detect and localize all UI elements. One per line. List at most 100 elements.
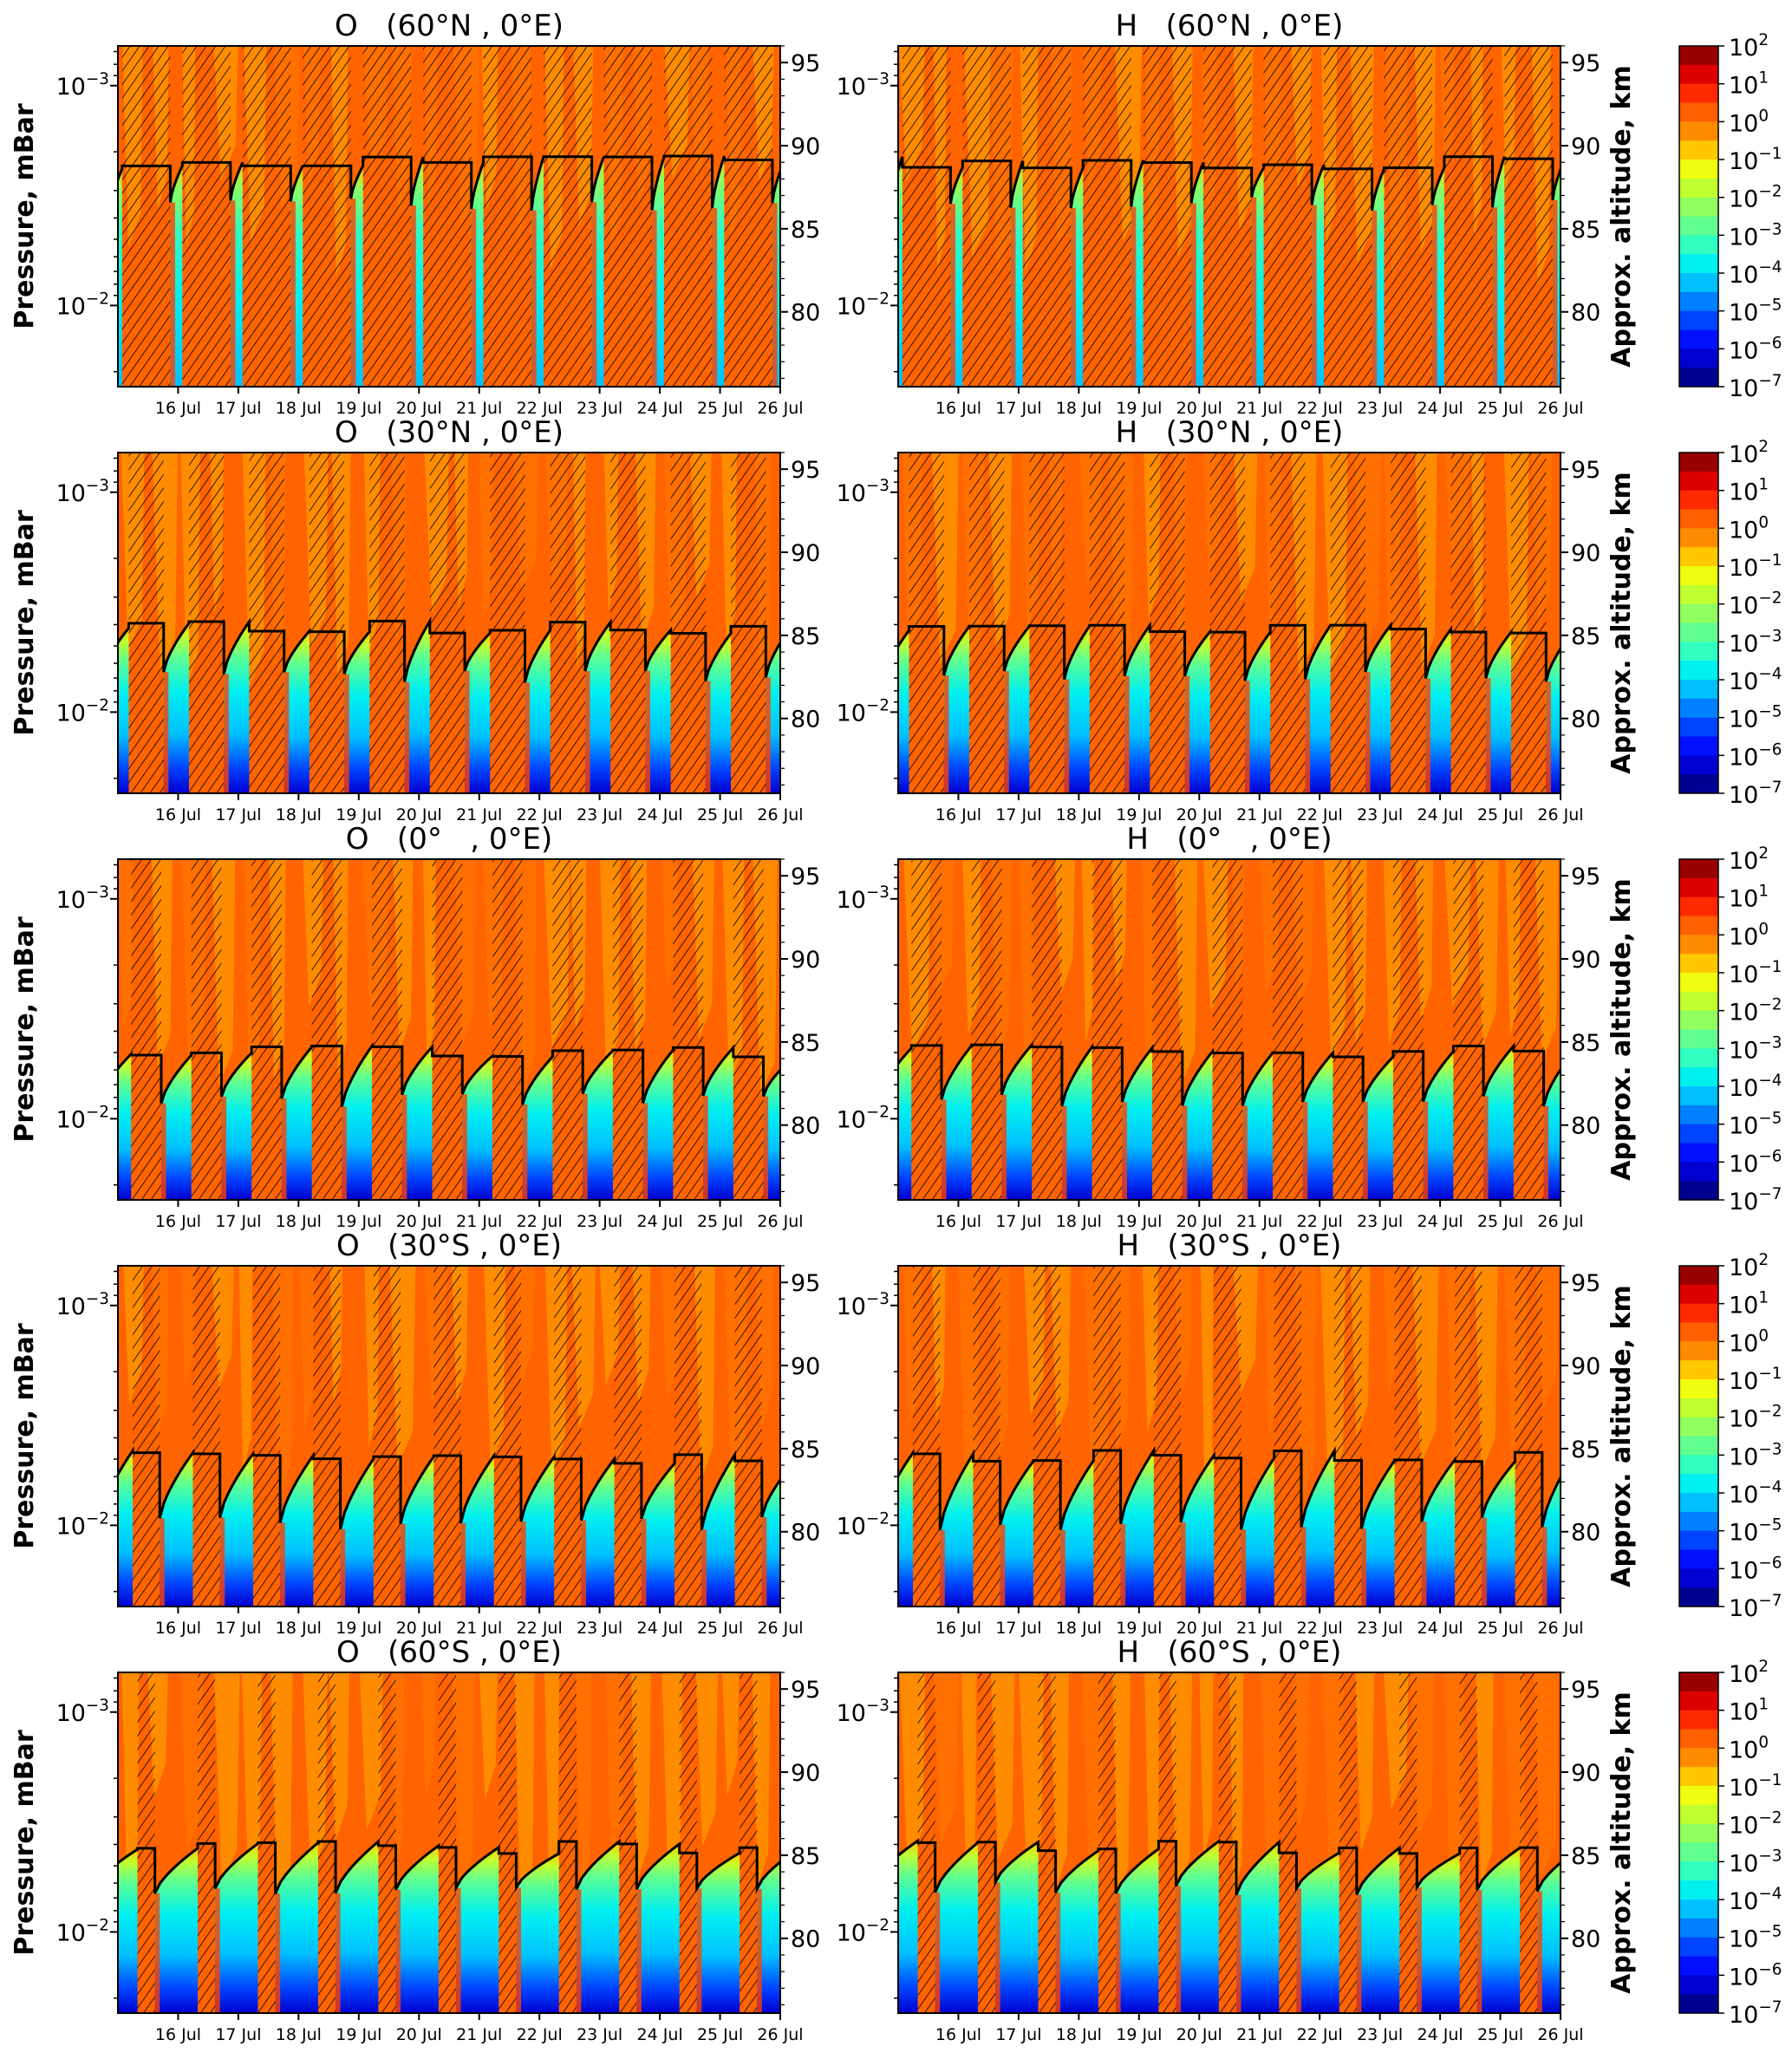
night-low-region bbox=[1423, 1051, 1454, 1200]
transition-region bbox=[154, 1893, 160, 2013]
axes-frame bbox=[117, 452, 781, 794]
transition-region bbox=[576, 1889, 582, 2013]
transition-region bbox=[401, 1523, 406, 1607]
y-tick-label: 10−2 bbox=[56, 290, 109, 320]
night-low-region bbox=[401, 1457, 434, 1607]
x-tick-label: 17 Jul bbox=[215, 399, 261, 418]
colorbar-level bbox=[1679, 1398, 1718, 1418]
hatched-region bbox=[493, 1266, 521, 1607]
transition-region bbox=[1000, 1524, 1006, 1607]
hatched-region bbox=[251, 859, 282, 1200]
transition-region bbox=[880, 1522, 885, 1607]
transition-region bbox=[950, 203, 955, 387]
colorbar-level bbox=[1679, 453, 1718, 473]
transition-region bbox=[705, 681, 711, 793]
night-low-region bbox=[1235, 1841, 1280, 2013]
hatched-region bbox=[1091, 859, 1123, 1200]
x-tick-label: 19 Jul bbox=[336, 1212, 381, 1231]
contour-region bbox=[359, 1672, 383, 1830]
night-low-region bbox=[283, 631, 310, 793]
x-tick-label: 18 Jul bbox=[276, 399, 322, 418]
transition-region bbox=[1361, 1528, 1367, 1607]
transition-region bbox=[772, 203, 778, 387]
panel-h-1: H (30°N , 0°E) 10−3 10−2 80 85 90 95 16 Jul 17 J… bbox=[837, 415, 1601, 824]
transition-region bbox=[395, 1889, 401, 2013]
y-tick-label: 10−3 bbox=[56, 70, 109, 101]
colorbar-tick-label: 100 bbox=[1729, 1733, 1769, 1763]
transition-region bbox=[103, 673, 108, 793]
hatched-region bbox=[1455, 1266, 1482, 1607]
night-low-region bbox=[118, 628, 129, 793]
transition-region bbox=[531, 210, 537, 387]
alt-tick-label: 95 bbox=[791, 864, 820, 890]
colorbar-level bbox=[1679, 1341, 1718, 1361]
contour-line bbox=[898, 1838, 1561, 1896]
contour-region bbox=[1144, 1672, 1160, 1883]
colorbar-level bbox=[1679, 509, 1718, 529]
night-low-region bbox=[455, 1847, 499, 2013]
colorbar-tick-label: 100 bbox=[1729, 107, 1769, 137]
x-tick-label: 25 Jul bbox=[1477, 399, 1523, 418]
colorbar-level bbox=[1679, 1124, 1718, 1144]
colorbar-level bbox=[1679, 1823, 1718, 1843]
alt-tick-label: 90 bbox=[791, 1353, 820, 1380]
colorbar-tick-label: 102 bbox=[1729, 1658, 1769, 1688]
x-tick-label: 26 Jul bbox=[1537, 1619, 1583, 1638]
colorbar-tick-label: 10−2 bbox=[1729, 1403, 1782, 1433]
contour-line bbox=[118, 1041, 780, 1107]
hatched-region bbox=[432, 859, 463, 1200]
transition-region bbox=[290, 201, 296, 387]
colorbar-level bbox=[1679, 774, 1718, 794]
hatched-region bbox=[663, 46, 713, 387]
hatched-region bbox=[1033, 1266, 1061, 1607]
night-low-region bbox=[898, 1452, 914, 1607]
transition-region bbox=[641, 1518, 647, 1607]
transition-region bbox=[1546, 681, 1551, 793]
transition-region bbox=[1120, 1523, 1126, 1607]
transition-region bbox=[1124, 675, 1130, 793]
hatched-region bbox=[1083, 46, 1131, 387]
x-tick-label: 23 Jul bbox=[1357, 805, 1403, 824]
transition-region bbox=[401, 1094, 407, 1200]
x-tick-label: 19 Jul bbox=[336, 399, 381, 418]
x-tick-label: 20 Jul bbox=[1176, 1212, 1222, 1231]
x-tick-label: 20 Jul bbox=[396, 399, 442, 418]
transition-region bbox=[824, 1105, 829, 1200]
transition-region bbox=[1241, 1529, 1247, 1607]
transition-region bbox=[340, 1528, 346, 1607]
contour-region bbox=[839, 46, 860, 172]
contour-region bbox=[961, 1672, 977, 1881]
alt-tick-label: 80 bbox=[1571, 707, 1600, 733]
colorbar-tick-label: 10−5 bbox=[1729, 1923, 1782, 1953]
hatched-region bbox=[1399, 1672, 1417, 2013]
alt-tick-label: 85 bbox=[1571, 217, 1600, 244]
night-low-region bbox=[1004, 626, 1030, 793]
transition-region bbox=[411, 205, 416, 387]
alt-tick-label: 85 bbox=[1571, 1030, 1600, 1057]
transition-region bbox=[460, 1522, 466, 1607]
contour-region bbox=[661, 1672, 683, 1888]
x-tick-label: 24 Jul bbox=[1417, 399, 1463, 418]
transition-region bbox=[100, 1521, 105, 1607]
colorbar-tick-label: 10−5 bbox=[1729, 1110, 1782, 1140]
transition-region bbox=[215, 1888, 220, 2013]
alt-tick-label: 80 bbox=[791, 1113, 820, 1140]
colorbar-level bbox=[1679, 1710, 1718, 1730]
colorbar-tick-label: 10−2 bbox=[1729, 1809, 1782, 1840]
transition-region bbox=[344, 674, 349, 793]
night-low-region bbox=[1421, 1459, 1456, 1607]
transition-region bbox=[520, 1521, 526, 1607]
night-low-region bbox=[462, 1056, 493, 1200]
night-low-region bbox=[832, 166, 844, 387]
plot-area bbox=[118, 859, 829, 1200]
transition-region bbox=[336, 1893, 341, 2013]
contour-region bbox=[544, 1672, 560, 1880]
hatched-region bbox=[137, 1672, 155, 2013]
night-low-region bbox=[642, 1050, 674, 1200]
colorbar-level bbox=[1679, 1549, 1718, 1569]
night-low-region bbox=[1483, 1046, 1514, 1200]
night-low-region bbox=[1425, 629, 1451, 793]
colorbar-tick-label: 102 bbox=[1729, 31, 1769, 62]
hatched-region bbox=[1212, 859, 1243, 1200]
transition-region bbox=[342, 1106, 347, 1200]
